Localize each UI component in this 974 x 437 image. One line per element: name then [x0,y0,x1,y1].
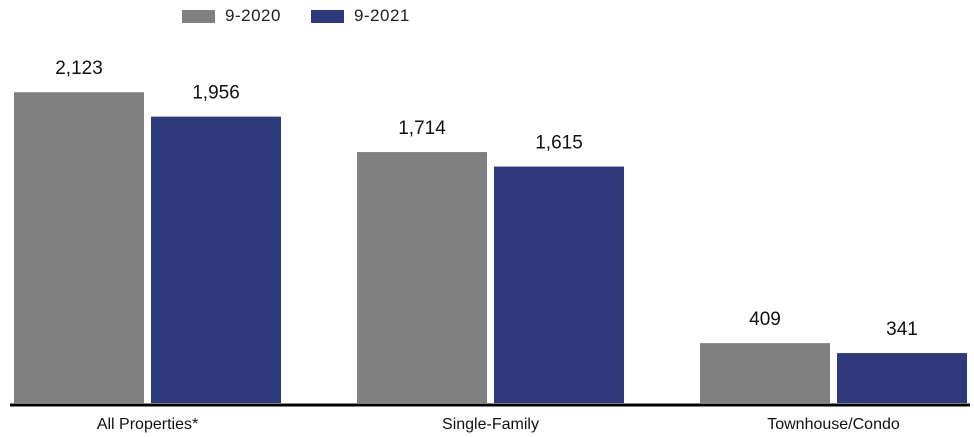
data-label-2-1: 341 [886,319,918,340]
data-label-0-1: 1,956 [192,83,240,104]
category-label-2: Townhouse/Condo [767,416,900,433]
bar-2-0 [700,343,830,403]
bar-1-1 [494,166,624,403]
bar-0-0 [14,92,144,403]
legend-swatch-2021 [310,9,344,23]
legend-label-2020: 9-2020 [225,6,281,25]
category-label-1: Single-Family [442,416,539,433]
bar-1-0 [357,152,487,403]
data-label-0-0: 2,123 [55,58,103,79]
legend-item-2020: 9-2020 [182,6,281,26]
data-label-2-0: 409 [749,309,781,330]
legend: 9-2020 9-2021 [182,6,410,26]
data-label-1-1: 1,615 [535,133,583,154]
legend-item-2021: 9-2021 [310,6,410,26]
bar-2-1 [837,353,967,403]
category-label-0: All Properties* [97,416,198,433]
bar-0-1 [151,116,281,403]
legend-label-2021: 9-2021 [353,6,410,25]
legend-swatch-2020 [182,9,215,23]
data-label-1-0: 1,714 [398,118,446,139]
